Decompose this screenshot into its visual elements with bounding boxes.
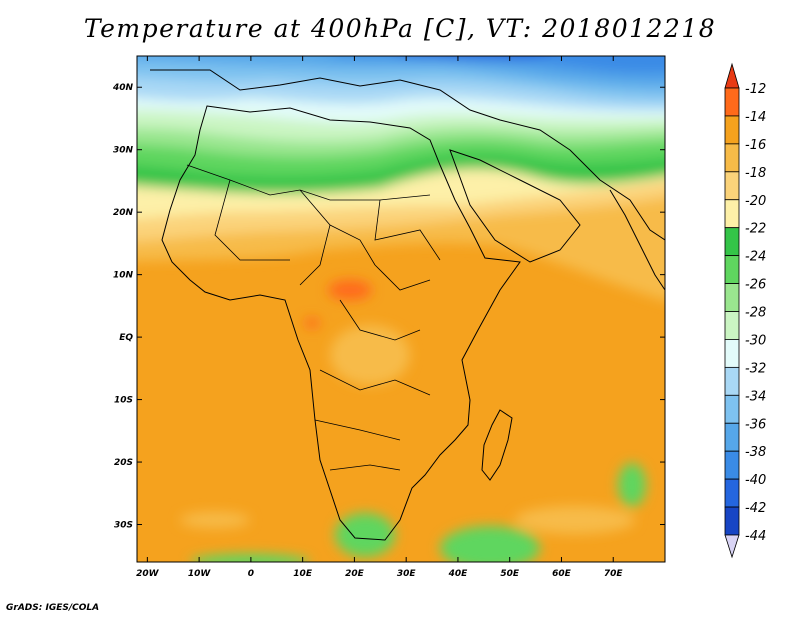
chart-title: Temperature at 400hPa [C], VT: 201801221… [83,14,717,43]
colorbar-segment [724,506,740,536]
colorbar-label: -36 [745,417,766,432]
colorbar-segment [724,199,740,229]
madagascar-coastline [481,409,513,481]
colorbar-segment [724,478,740,508]
colorbar-label: -12 [745,82,766,97]
lon-tick-label: 0 [248,569,254,579]
colorbar-label: -18 [745,166,766,181]
lat-tick-label: 20S [114,458,133,468]
longitude-axis: 20W 10W 0 10E 20E 30E 40E 50E 60E 70E [136,56,623,579]
colorbar-label: -14 [745,110,766,125]
lon-tick-label: 30E [397,569,417,579]
map-frame [136,55,666,563]
lat-tick-label: 10N [113,271,134,281]
lat-tick-label: 40N [112,83,134,93]
lon-tick-label: 10W [188,569,212,579]
colorbar-label: -40 [745,473,766,488]
lon-tick-label: 20E [345,569,365,579]
colorbar-label: -38 [745,445,766,460]
colorbar-top-arrow [724,62,740,89]
colorbar-segment [724,450,740,480]
colorbar-segment [724,143,740,173]
lon-tick-label: 70E [604,569,624,579]
colorbar-segment [724,366,740,396]
colorbar-segment [724,227,740,257]
colorbar-segment [724,87,740,117]
lon-tick-label: 50E [500,569,520,579]
lat-tick-label: 10S [114,396,133,406]
temperature-field [137,56,665,562]
colorbar-segment [724,339,740,368]
colorbar-label: -32 [745,361,766,376]
colorbar-segment [724,171,740,201]
lon-tick-label: 10E [293,569,313,579]
colorbar-bottom-arrow [724,534,740,559]
colorbar-label: -16 [745,138,766,153]
colorbar-label: -24 [745,250,766,265]
lon-tick-label: 40E [448,569,469,579]
colorbar-segment [724,283,740,312]
lat-tick-label: 20N [113,208,134,218]
colorbar-label: -20 [745,194,766,209]
colorbar-label: -22 [745,222,766,237]
lon-tick-label: 20W [136,569,160,579]
india-coastline [609,189,665,291]
colorbar-label: -30 [745,333,766,348]
latitude-axis: 40N 30N 20N 10N EQ 10S 20S 30S [112,83,665,531]
colorbar-label: -44 [745,529,766,544]
colorbar-label: -28 [745,306,766,321]
colorbar-segment [724,422,740,452]
lon-tick-label: 60E [552,569,572,579]
colorbar-label: -34 [745,389,766,404]
colorbar-segment [724,255,740,284]
africa-coastline [161,105,521,541]
colorbar-segment [724,311,740,340]
colorbar: -12 -14 -16 -18 -20 -22 -24 -26 -28 -30 -32 -34 -36 -… [724,62,766,559]
arabia-coastline [449,149,581,263]
colorbar-segment [724,115,740,145]
colorbar-label: -26 [745,278,766,293]
footer-credit: GrADS: IGES/COLA [6,603,100,613]
lat-tick-label: 30N [113,146,134,156]
europe-coastline [150,69,665,241]
lat-tick-label: 30S [114,521,133,531]
colorbar-label: -42 [745,501,766,516]
coastlines [150,69,665,541]
interior-borders [186,164,441,471]
lat-tick-label: EQ [119,333,133,343]
colorbar-segment [724,394,740,424]
